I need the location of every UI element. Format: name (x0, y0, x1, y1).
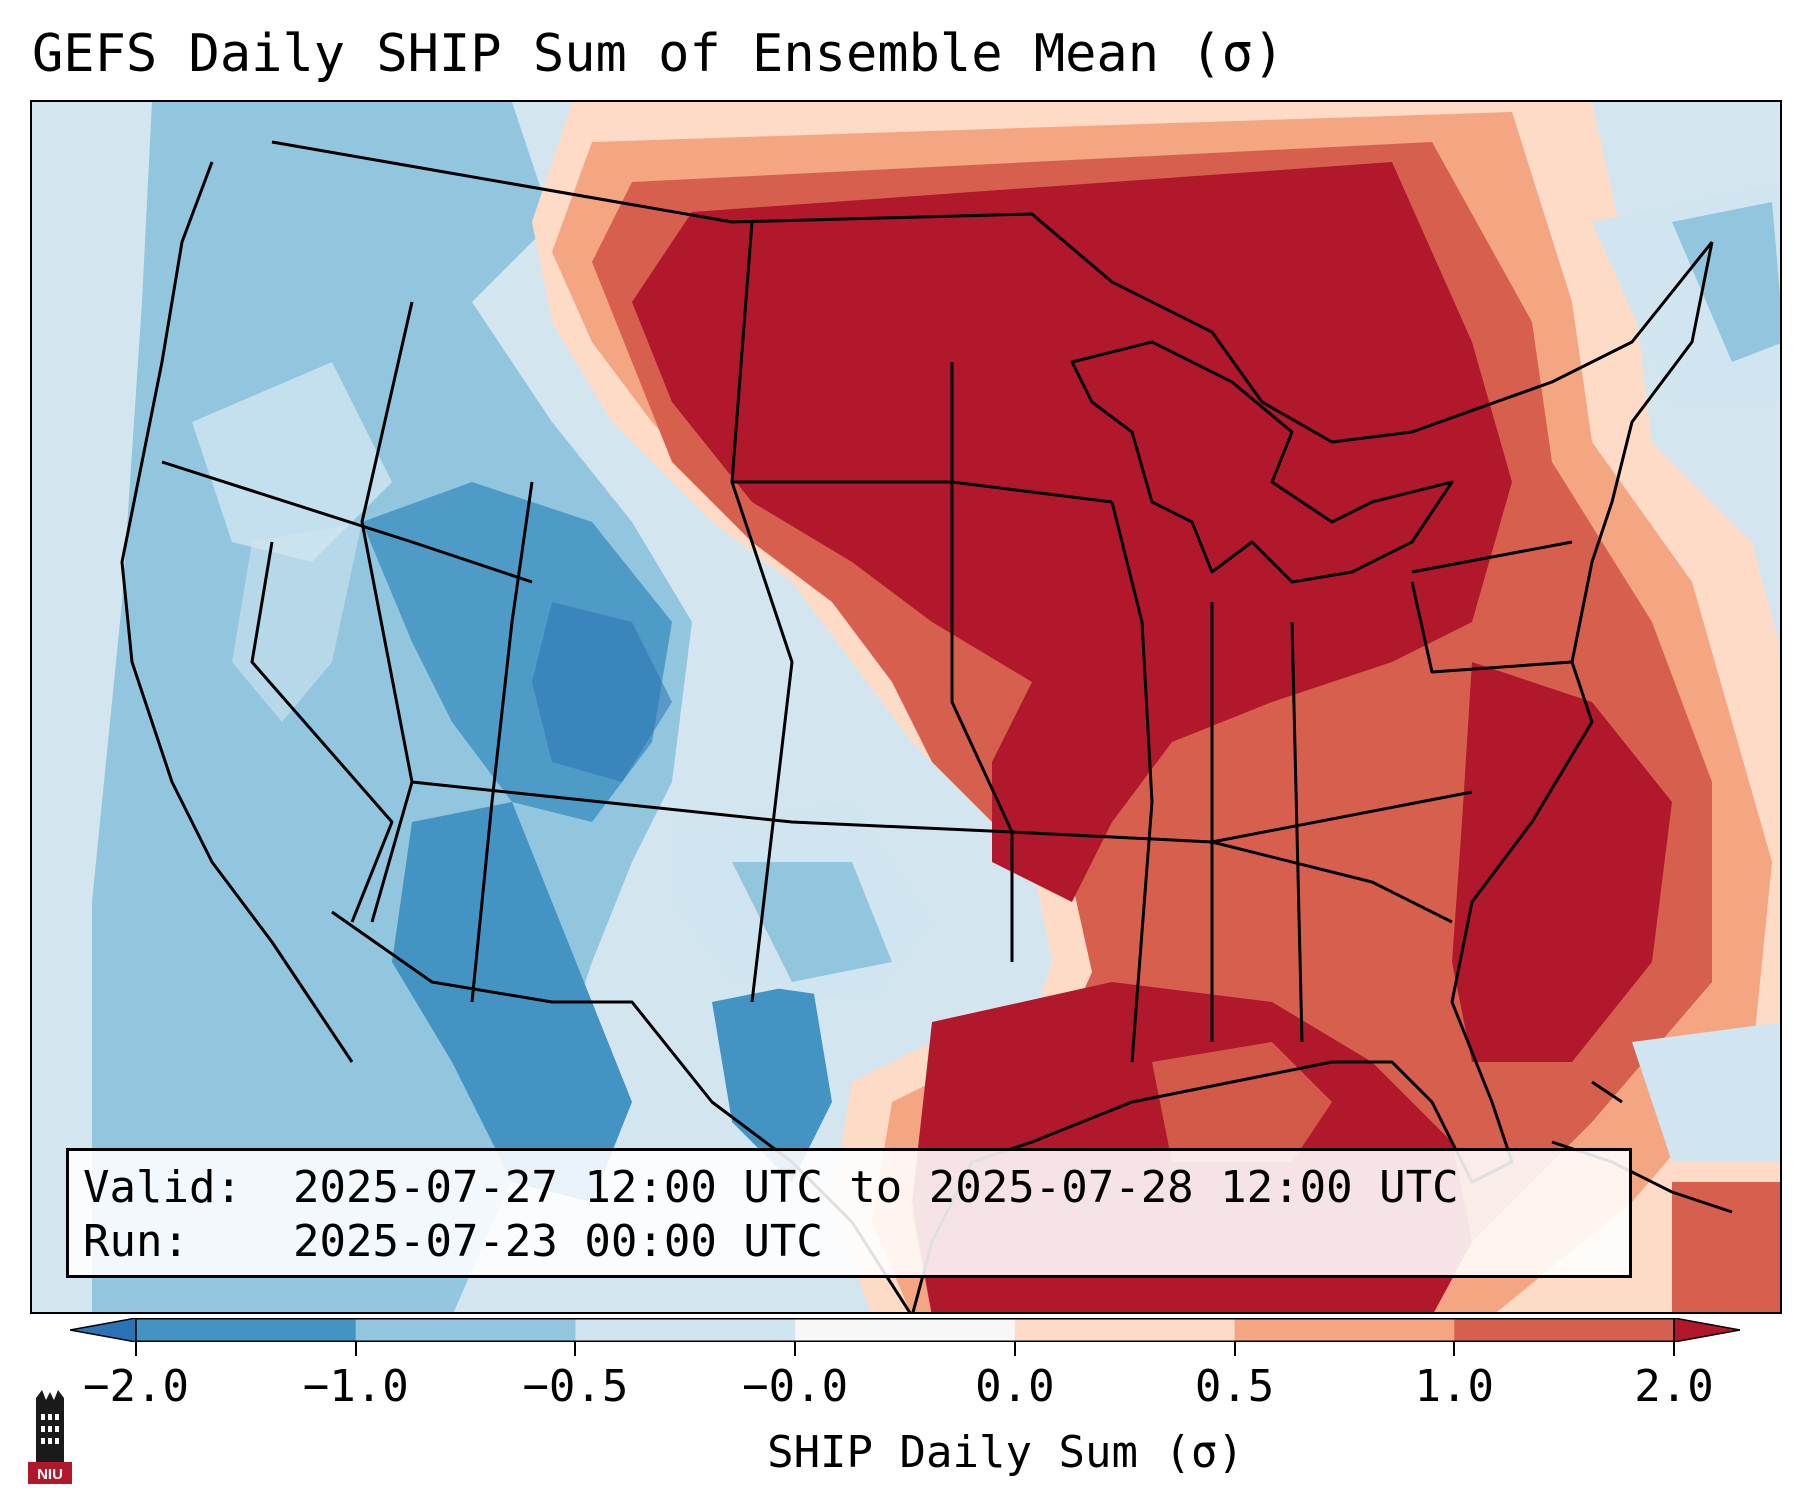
logo-text: NIU (37, 1466, 63, 1483)
map-panel (30, 100, 1782, 1314)
run-row: Run: 2025-07-23 00:00 UTC (83, 1215, 1629, 1269)
colorbar-tick-label: 2.0 (1634, 1361, 1714, 1412)
colorbar-tick-label: −1.0 (302, 1361, 409, 1412)
valid-row: Valid: 2025-07-27 12:00 UTC to 2025-07-28… (83, 1161, 1629, 1215)
colorbar-extend-high (1673, 1318, 1740, 1342)
colorbar-tick-mark (135, 1342, 137, 1356)
colorbar-segment (1014, 1318, 1236, 1342)
colorbar-tick-label: −2.0 (83, 1361, 189, 1412)
ship-anomaly-map (32, 102, 1780, 1312)
run-value: 2025-07-23 00:00 UTC (293, 1216, 823, 1267)
colorbar (70, 1318, 1740, 1342)
colorbar-segment (575, 1318, 796, 1342)
cool-anomaly-region (92, 102, 932, 1312)
niu-tower-icon: NIU (28, 1390, 72, 1484)
state-line (950, 362, 1014, 962)
state-line (1211, 840, 1453, 924)
colorbar-tick-mark (1673, 1342, 1675, 1356)
colorbar-tick-mark (1233, 1342, 1236, 1356)
state-line (161, 460, 533, 584)
state-line (1410, 581, 1573, 674)
colorbar-tick-mark (354, 1342, 357, 1356)
valid-label: Valid: (83, 1162, 242, 1213)
colorbar-tick-label: 0.5 (1194, 1361, 1275, 1412)
state-line (411, 780, 1013, 834)
colorbar-tick-mark (1013, 1342, 1016, 1356)
state-line (1110, 501, 1154, 1063)
colorbar-segment (136, 1318, 357, 1342)
pacific-coastline (120, 161, 354, 1063)
validity-info-box: Valid: 2025-07-27 12:00 UTC to 2025-07-28… (66, 1148, 1632, 1278)
bahamas (1591, 1080, 1623, 1104)
colorbar-tick-label: 0.0 (975, 1361, 1055, 1412)
colorbar-tick-mark (1453, 1342, 1456, 1356)
state-line (730, 221, 794, 1003)
colorbar-segment (795, 1318, 1016, 1342)
colorbar-tick-label: −0.0 (742, 1361, 849, 1412)
east-gulf-coastline (911, 241, 1714, 1312)
valid-value: 2025-07-27 12:00 UTC to 2025-07-28 12:00… (293, 1162, 1459, 1213)
state-line (360, 301, 414, 923)
state-line (250, 541, 394, 923)
colorbar-tick-label: 1.0 (1414, 1361, 1495, 1412)
run-label: Run: (83, 1216, 189, 1267)
state-line (1411, 540, 1573, 574)
state-line (1290, 621, 1304, 1043)
us-canada-border (271, 140, 1714, 444)
colorbar-label: SHIP Daily Sum (σ) (767, 1427, 1244, 1478)
colorbar-tick-mark (574, 1342, 577, 1356)
great-lakes-outline (1070, 340, 1454, 584)
colorbar-segment (1234, 1318, 1455, 1342)
state-line (470, 481, 534, 1003)
colorbar-segment (355, 1318, 576, 1342)
colorbar-tick-mark (794, 1342, 797, 1356)
colorbar-extend-low (70, 1318, 137, 1342)
colorbar-tick-label: −0.5 (522, 1361, 629, 1412)
colorbar-segment (1454, 1318, 1675, 1342)
boundary-lines (120, 140, 1733, 1312)
chart-title: GEFS Daily SHIP Sum of Ensemble Mean (σ) (32, 24, 1285, 84)
